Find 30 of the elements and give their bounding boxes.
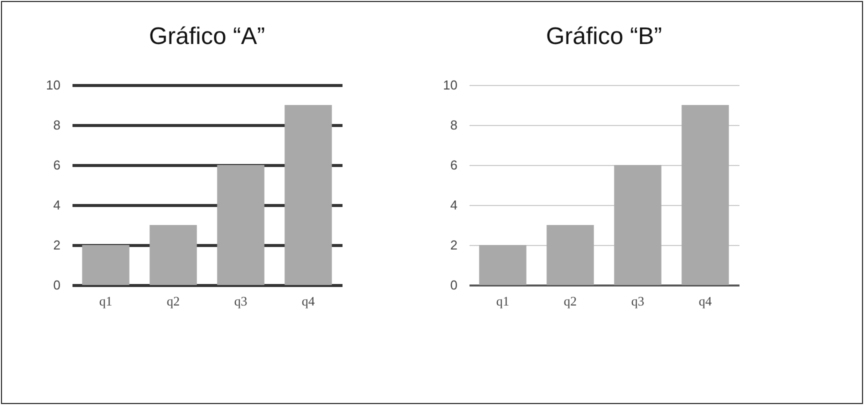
y-tick-label: 0 xyxy=(450,278,458,292)
x-tick-label: q1 xyxy=(496,294,510,308)
bar xyxy=(479,245,526,285)
y-tick-label: 6 xyxy=(53,158,60,172)
bar xyxy=(150,225,197,285)
x-tick-label: q3 xyxy=(234,294,248,308)
y-tick-label: 6 xyxy=(450,158,458,172)
x-tick-label: q1 xyxy=(99,294,112,308)
bar xyxy=(546,225,594,285)
bar xyxy=(614,165,662,285)
bar xyxy=(284,105,332,285)
y-tick-label: 4 xyxy=(450,198,458,212)
x-tick-label: q4 xyxy=(302,294,316,308)
y-tick-label: 0 xyxy=(53,278,60,292)
y-tick-label: 10 xyxy=(46,78,60,92)
x-tick-label: q2 xyxy=(166,294,180,308)
y-tick-label: 10 xyxy=(443,78,458,92)
chart-title: Gráfico “B” xyxy=(546,23,662,50)
chart-title: Gráfico “A” xyxy=(148,23,266,50)
y-tick-label: 8 xyxy=(53,118,60,132)
bar xyxy=(682,105,729,285)
y-tick-label: 4 xyxy=(53,198,60,212)
x-tick-label: q4 xyxy=(698,294,712,308)
y-tick-label: 2 xyxy=(450,238,458,252)
y-tick-label: 8 xyxy=(450,118,458,132)
bar xyxy=(82,245,130,285)
x-tick-label: q3 xyxy=(631,294,644,308)
x-tick-label: q2 xyxy=(564,294,577,308)
y-tick-label: 2 xyxy=(53,238,60,252)
bar xyxy=(217,165,264,285)
